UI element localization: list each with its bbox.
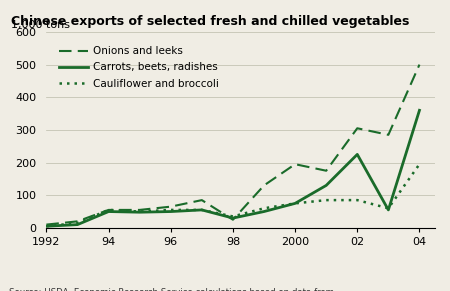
- Text: 1,000 tons: 1,000 tons: [11, 20, 70, 30]
- Carrots, beets, radishes: [168, 210, 173, 213]
- Carrots, beets, radishes: [324, 184, 329, 187]
- Cauliflower and broccoli: [386, 207, 391, 210]
- Onions and leeks: [417, 63, 422, 66]
- Onions and leeks: [292, 162, 298, 166]
- Carrots, beets, radishes: [261, 210, 267, 213]
- Onions and leeks: [137, 208, 142, 212]
- Carrots, beets, radishes: [230, 216, 236, 220]
- Onions and leeks: [199, 198, 205, 202]
- Onions and leeks: [386, 133, 391, 136]
- Cauliflower and broccoli: [292, 202, 298, 205]
- Carrots, beets, radishes: [44, 224, 49, 228]
- Cauliflower and broccoli: [324, 198, 329, 202]
- Cauliflower and broccoli: [168, 208, 173, 212]
- Cauliflower and broccoli: [417, 162, 422, 166]
- Onions and leeks: [168, 205, 173, 208]
- Text: Source: USDA, Economic Research Service calculations based on data from
USDA, Fo: Source: USDA, Economic Research Service …: [9, 288, 334, 291]
- Line: Carrots, beets, radishes: Carrots, beets, radishes: [46, 110, 419, 226]
- Carrots, beets, radishes: [106, 210, 111, 213]
- Onions and leeks: [44, 223, 49, 226]
- Cauliflower and broccoli: [44, 224, 49, 228]
- Cauliflower and broccoli: [261, 207, 267, 210]
- Carrots, beets, radishes: [417, 109, 422, 112]
- Cauliflower and broccoli: [230, 215, 236, 218]
- Onions and leeks: [106, 208, 111, 212]
- Cauliflower and broccoli: [75, 221, 80, 225]
- Cauliflower and broccoli: [199, 208, 205, 212]
- Text: Chinese exports of selected fresh and chilled vegetables: Chinese exports of selected fresh and ch…: [11, 15, 410, 28]
- Onions and leeks: [355, 127, 360, 130]
- Line: Onions and leeks: Onions and leeks: [46, 65, 419, 225]
- Carrots, beets, radishes: [292, 202, 298, 205]
- Onions and leeks: [230, 218, 236, 221]
- Line: Cauliflower and broccoli: Cauliflower and broccoli: [46, 164, 419, 226]
- Carrots, beets, radishes: [199, 208, 205, 212]
- Cauliflower and broccoli: [355, 198, 360, 202]
- Onions and leeks: [75, 220, 80, 223]
- Onions and leeks: [261, 184, 267, 187]
- Cauliflower and broccoli: [106, 208, 111, 212]
- Onions and leeks: [324, 169, 329, 173]
- Legend: Onions and leeks, Carrots, beets, radishes, Cauliflower and broccoli: Onions and leeks, Carrots, beets, radish…: [55, 43, 222, 92]
- Carrots, beets, radishes: [386, 208, 391, 212]
- Carrots, beets, radishes: [75, 223, 80, 226]
- Cauliflower and broccoli: [137, 210, 142, 213]
- Carrots, beets, radishes: [355, 153, 360, 156]
- Carrots, beets, radishes: [137, 210, 142, 214]
